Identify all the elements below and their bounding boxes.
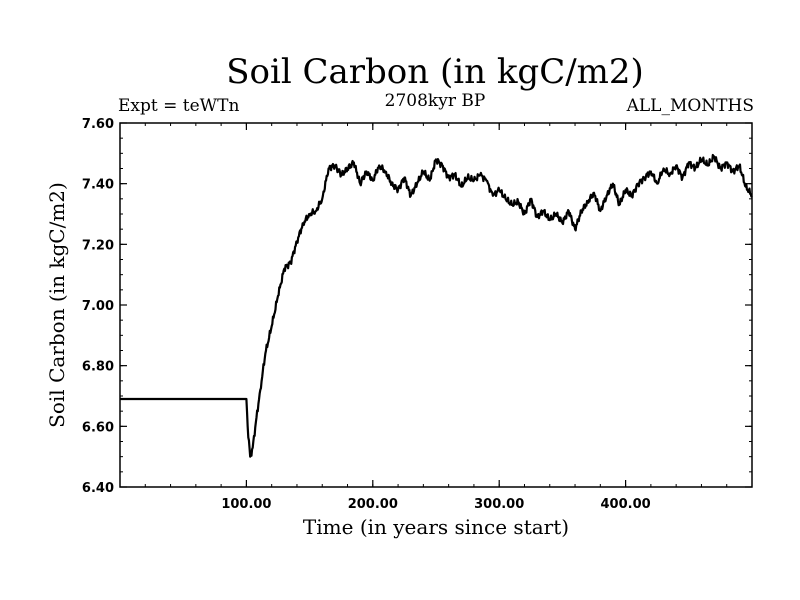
months-label: ALL_MONTHS xyxy=(626,96,754,116)
x-axis: 100.00 200.00 300.00 400.00 xyxy=(119,123,753,512)
y-tick-label: 7.60 xyxy=(82,117,114,132)
x-axis-title: Time (in years since start) xyxy=(303,515,569,539)
x-tick-label: 300.00 xyxy=(474,497,524,512)
series-line-soil-carbon xyxy=(120,153,753,458)
x-tick-label: 400.00 xyxy=(601,497,651,512)
series-group xyxy=(120,153,753,458)
experiment-label: Expt = teWTn xyxy=(118,96,240,116)
y-tick-label: 6.40 xyxy=(82,481,114,496)
y-axis: 6.40 6.60 6.80 7.00 7.20 7.40 7.60 xyxy=(82,117,752,496)
y-axis-title: Soil Carbon (in kgC/m2) xyxy=(45,182,69,428)
chart-title: Soil Carbon (in kgC/m2) xyxy=(226,52,644,92)
y-tick-label: 7.20 xyxy=(82,238,114,253)
chart-subtitle: 2708kyr BP xyxy=(384,91,486,111)
y-tick-label: 6.60 xyxy=(82,420,114,435)
x-tick-label: 200.00 xyxy=(348,497,398,512)
y-tick-label: 7.00 xyxy=(82,299,114,314)
x-tick-label: 100.00 xyxy=(221,497,271,512)
plot-frame xyxy=(119,122,753,488)
y-tick-label: 7.40 xyxy=(82,178,114,193)
y-tick-label: 6.80 xyxy=(82,360,114,375)
